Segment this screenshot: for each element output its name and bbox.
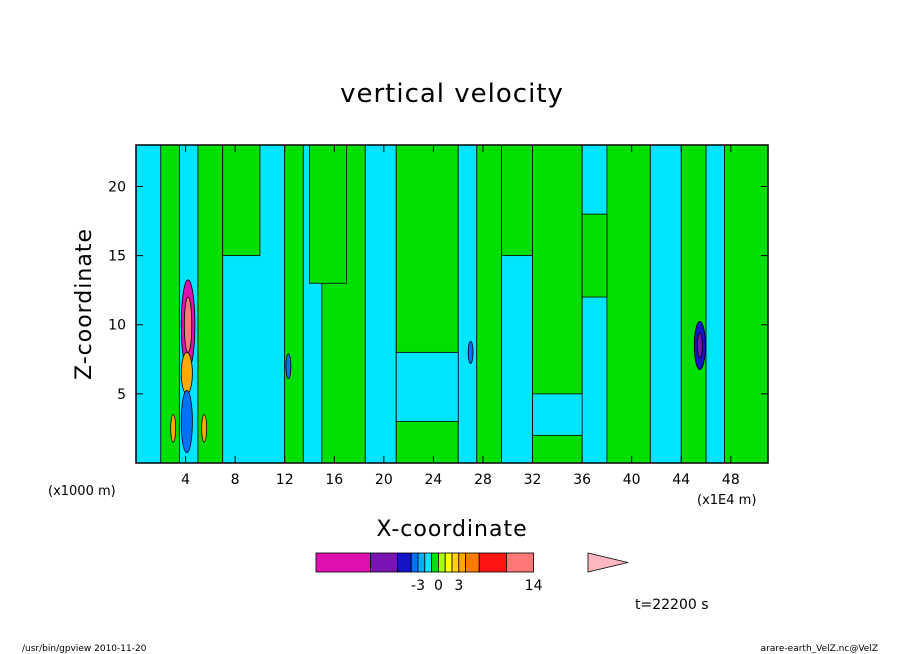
y-tick-label-20: 20 (108, 179, 126, 195)
colorbar-swatch-2 (369, 552, 398, 573)
field-cell-24 (581, 213, 608, 298)
y-tick-label-10: 10 (108, 318, 126, 334)
x-tick-label-16: 16 (325, 472, 343, 488)
colorbar-swatch-12 (465, 552, 480, 573)
extremum-3 (180, 351, 193, 395)
field-cell-17 (649, 145, 682, 463)
x-tick-label-36: 36 (573, 472, 591, 488)
field-cell-21 (222, 145, 261, 257)
field-cell-22 (309, 145, 348, 284)
extremum-6 (201, 414, 208, 443)
field-cell-23 (501, 145, 533, 257)
field-cell-9 (364, 145, 397, 463)
field-cell-6 (284, 145, 304, 463)
x-tick-label-24: 24 (424, 472, 442, 488)
colorbar-swatch-3 (397, 552, 412, 573)
velocity-extrema (170, 279, 706, 454)
x-tick-label-12: 12 (276, 472, 294, 488)
x-tick-label-32: 32 (524, 472, 542, 488)
x-tick-label-48: 48 (722, 472, 740, 488)
field-cell-4 (197, 145, 224, 463)
colorbar-tick-label-2: 0 (434, 578, 443, 594)
field-cell-18 (680, 145, 707, 463)
colorbar-swatch-4 (410, 552, 419, 573)
extremum-5 (170, 414, 177, 443)
extremum-4 (180, 390, 193, 454)
extremum-2 (183, 296, 193, 353)
field-cell-19 (705, 145, 726, 463)
velocity-field (136, 145, 768, 463)
y-tick-label-5: 5 (117, 387, 126, 403)
field-cell-11 (457, 145, 478, 463)
field-cell-12 (476, 145, 502, 463)
colorbar-swatch-1 (315, 552, 371, 573)
time-label: t=22200 s (635, 597, 709, 613)
x-tick-label-20: 20 (375, 472, 393, 488)
field-cell-25 (395, 351, 459, 422)
colorbar-tick-label-3: 3 (454, 578, 463, 594)
chart-title: vertical velocity (340, 79, 564, 109)
footer-left: /usr/bin/gpview 2010-11-20 (22, 644, 147, 654)
colorbar-swatch-7 (431, 552, 439, 573)
field-cell-26 (532, 393, 583, 436)
field-cell-15 (581, 145, 608, 463)
colorbar-swatch-13 (478, 552, 507, 573)
x-tick-label-40: 40 (623, 472, 641, 488)
footer-right: arare-earth_VelZ.nc@VelZ (761, 644, 878, 654)
colorbar-swatch-5 (417, 552, 426, 573)
x-tick-label-8: 8 (231, 472, 240, 488)
x-tick-label-28: 28 (474, 472, 492, 488)
colorbar-tick-label-1: -3 (411, 578, 425, 594)
colorbar-tick-label-4: 14 (525, 578, 543, 594)
extremum-8 (467, 340, 474, 364)
colorbar-swatch-6 (424, 552, 432, 573)
field-cell-2 (160, 145, 180, 463)
x-tick-label-4: 4 (181, 472, 190, 488)
y-axis-label: Z-coordinate (72, 228, 97, 380)
colorbar-swatch-8 (437, 552, 446, 573)
colorbar-swatch-10 (451, 552, 460, 573)
field-cell-1 (136, 145, 162, 463)
colorbar-swatch-9 (444, 552, 453, 573)
x-axis: 4 8 12 16 20 24 28 32 36 40 44 48 (181, 145, 740, 488)
colorbar-swatch-11 (458, 552, 466, 573)
y-axis: 5 10 15 20 (108, 179, 768, 403)
extremum-10 (696, 332, 703, 359)
x-axis-label: X-coordinate (376, 517, 527, 542)
plot-frame (135, 144, 769, 464)
colorbar-extend-arrow (587, 552, 629, 573)
field-cell-16 (606, 145, 651, 463)
y-tick-label-15: 15 (108, 249, 126, 265)
colorbar-swatch-14 (505, 552, 534, 573)
x-tick-label-44: 44 (672, 472, 690, 488)
extremum-7 (285, 353, 292, 380)
x-unit-left: (x1000 m) (48, 484, 116, 499)
x-unit-right: (x1E4 m) (697, 493, 756, 508)
field-cell-20 (724, 145, 768, 463)
colorbar: -3 0 3 14 (315, 552, 629, 594)
